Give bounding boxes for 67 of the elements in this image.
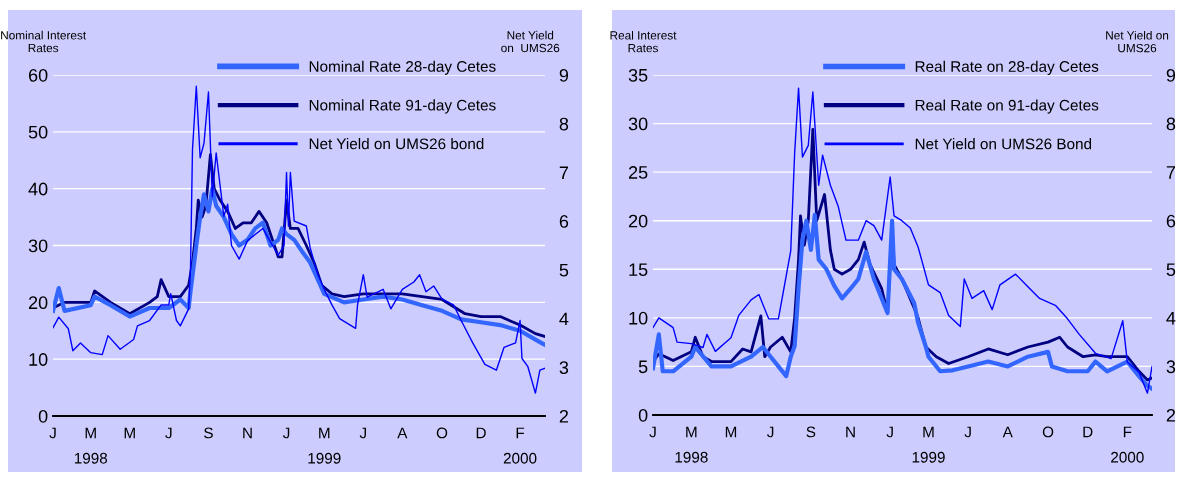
y2-tick-label: 3 (559, 361, 569, 375)
y2-tick-label: 4 (1166, 311, 1176, 325)
y2-tick-label: 3 (1166, 360, 1176, 374)
x-tick-label: F 2000 (1111, 426, 1144, 463)
x-tick-label: J (359, 427, 366, 439)
x-tick-label: M 1998 (74, 427, 108, 464)
y2-tick-label: 8 (1166, 117, 1176, 131)
y-axis-title: Nominal Interest Rates (1, 30, 87, 53)
x-tick-label: M (725, 426, 737, 438)
y-tick-label: 50 (28, 125, 48, 139)
y2-axis-title: Net Yield on UMS26 (501, 30, 560, 53)
y2-tick-label: 2 (559, 409, 569, 423)
legend-label: Real Rate on 28-day Cetes (915, 60, 1099, 75)
x-tick-label: J (49, 427, 56, 439)
y2-tick-label: 5 (559, 263, 569, 277)
x-tick-label: D (476, 427, 486, 439)
y-tick-label: 40 (28, 182, 48, 196)
y2-tick-label: 9 (1166, 68, 1176, 82)
x-tick-label: J (649, 426, 656, 438)
x-tick-label: S (204, 427, 213, 439)
y2-axis-title: Net Yield on UMS26 (1106, 30, 1169, 53)
y2-tick-label: 2 (1166, 408, 1176, 422)
x-tick-label: M (124, 427, 135, 439)
y-tick-label: 25 (628, 166, 648, 179)
y2-tick-label: 9 (559, 68, 569, 82)
legend-label: Net Yield on UMS26 bond (309, 138, 484, 150)
x-tick-label: A (397, 427, 408, 439)
x-tick-label: M 1999 (912, 426, 945, 463)
legend-label: Nominal Rate 91-day Cetes (309, 99, 496, 114)
y-tick-label: 30 (628, 117, 648, 131)
x-tick-label: D (1083, 426, 1093, 438)
x-tick-label: J (964, 426, 971, 438)
y-axis-title: Real Interest Rates (610, 30, 677, 53)
y-tick-label: 60 (28, 68, 48, 82)
x-tick-label: J (165, 427, 172, 439)
x-tick-label: N (846, 426, 855, 438)
x-tick-label: S (806, 426, 816, 438)
x-tick-label: O (1042, 426, 1054, 438)
y-tick-label: 20 (28, 296, 48, 310)
y2-tick-label: 7 (1166, 166, 1176, 179)
legend-label: Nominal Rate 28-day Cetes (309, 60, 496, 75)
x-tick-label: O (436, 427, 448, 439)
y-tick-label: 30 (28, 239, 48, 253)
y-tick-label: 35 (628, 68, 648, 82)
x-tick-label: M 1998 (675, 426, 708, 463)
y-tick-label: 0 (638, 408, 648, 422)
x-tick-label: J (886, 426, 893, 438)
x-tick-label: M 1999 (308, 427, 341, 464)
x-tick-label: J (282, 427, 290, 439)
y2-tick-label: 4 (559, 312, 569, 326)
y2-tick-label: 8 (559, 117, 569, 131)
y-tick-label: 15 (629, 263, 648, 277)
y-tick-label: 20 (628, 214, 648, 228)
x-tick-label: F 2000 (503, 427, 537, 464)
y-tick-label: 5 (638, 360, 648, 374)
x-tick-label: N (243, 427, 252, 439)
y-tick-label: 0 (38, 409, 48, 423)
y2-tick-label: 5 (1166, 263, 1176, 277)
y2-tick-label: 6 (1166, 214, 1176, 228)
x-tick-label: J (767, 426, 774, 438)
legend-label: Real Rate on 91-day Cetes (915, 99, 1099, 114)
legend-label: Net Yield on UMS26 Bond (915, 138, 1092, 150)
y2-tick-label: 7 (559, 166, 569, 179)
x-tick-label: A (1002, 426, 1013, 438)
y-tick-label: 10 (629, 311, 648, 325)
y-tick-label: 10 (29, 353, 48, 366)
y2-tick-label: 6 (559, 215, 569, 228)
